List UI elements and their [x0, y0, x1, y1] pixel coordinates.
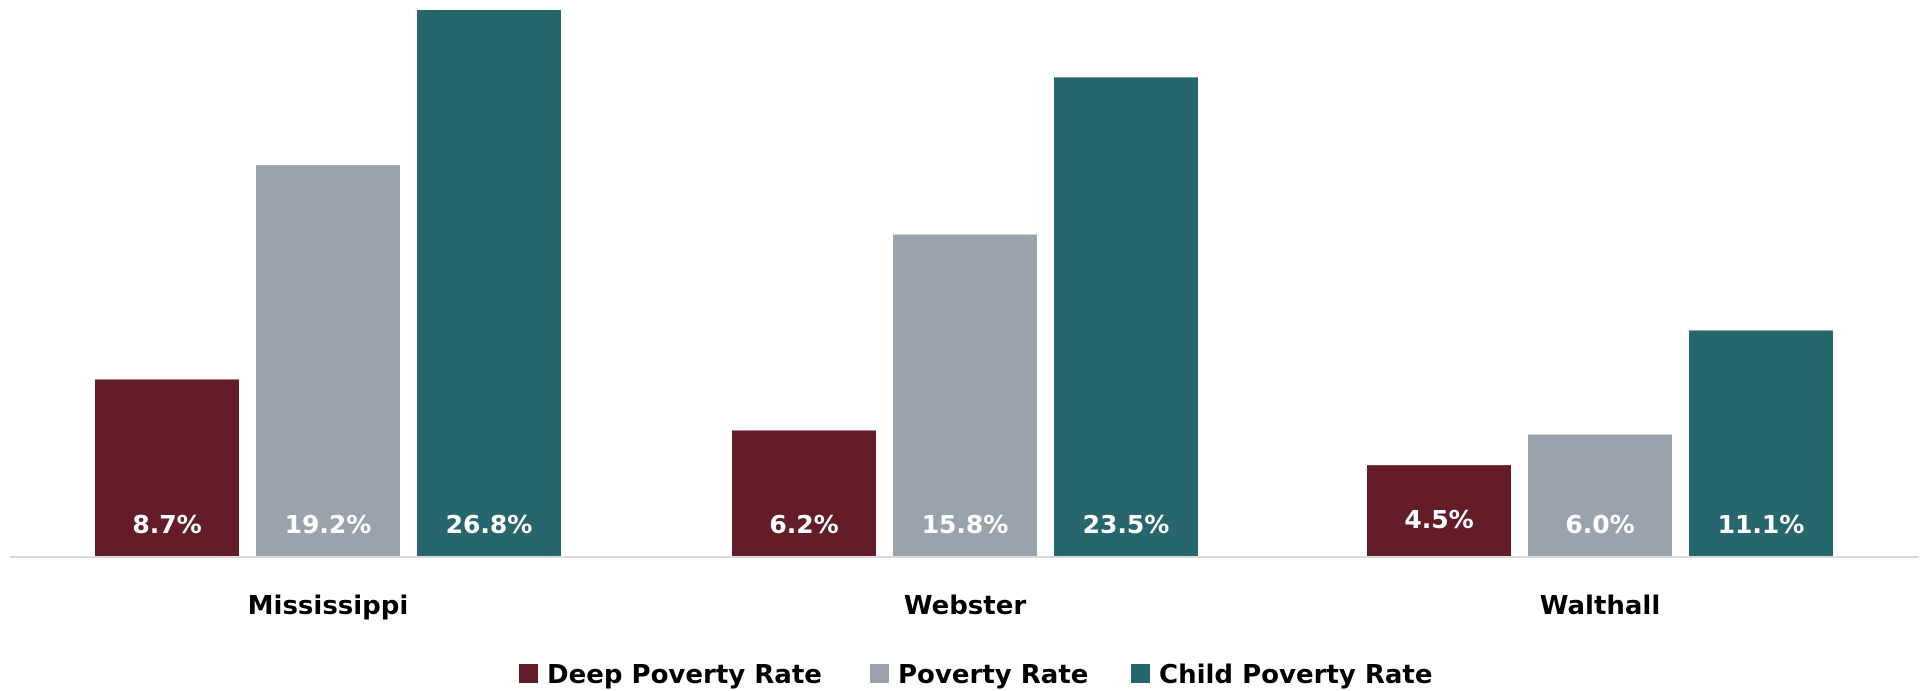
bar-webster-poverty — [893, 234, 1037, 557]
bar-walthall-child-poverty — [1689, 330, 1833, 557]
bar-walthall-deep-poverty — [1367, 465, 1511, 557]
legend-label-deep-poverty: Deep Poverty Rate — [547, 660, 822, 690]
data-label-mississippi-deep-poverty: 8.7% — [132, 510, 201, 539]
legend: Deep Poverty Rate Poverty Rate Child Pover… — [519, 660, 1432, 690]
bar-mississippi-poverty — [256, 165, 400, 558]
data-label-mississippi-poverty: 19.2% — [285, 510, 372, 539]
data-label-webster-child-poverty: 23.5% — [1083, 510, 1170, 539]
legend-label-child-poverty: Child Poverty Rate — [1159, 660, 1432, 690]
bar-webster-deep-poverty — [732, 430, 876, 557]
legend-swatch-poverty — [870, 664, 889, 683]
data-label-webster-deep-poverty: 6.2% — [769, 510, 838, 539]
bar-mississippi-deep-poverty — [95, 379, 239, 557]
category-label-mississippi: Mississippi — [248, 591, 409, 621]
bar-webster-child-poverty — [1054, 77, 1198, 557]
bar-walthall-poverty — [1528, 434, 1672, 557]
legend-swatch-deep-poverty — [519, 664, 538, 683]
bars — [95, 10, 1833, 558]
data-label-walthall-poverty: 6.0% — [1565, 510, 1634, 539]
category-label-webster: Webster — [904, 591, 1027, 621]
legend-label-poverty: Poverty Rate — [898, 660, 1088, 690]
data-label-walthall-deep-poverty: 4.5% — [1404, 505, 1473, 534]
legend-swatch-child-poverty — [1131, 664, 1150, 683]
bar-mississippi-child-poverty — [417, 10, 561, 557]
category-labels: Mississippi Webster Walthall — [248, 591, 1661, 621]
data-label-walthall-child-poverty: 11.1% — [1718, 510, 1805, 539]
bar-labels: 8.7% 19.2% 26.8% 6.2% 15.8% 23.5% 4.5% 6.0% 11.1… — [132, 505, 1804, 539]
data-label-webster-poverty: 15.8% — [922, 510, 1009, 539]
category-label-walthall: Walthall — [1540, 591, 1661, 621]
data-label-mississippi-child-poverty: 26.8% — [446, 510, 533, 539]
